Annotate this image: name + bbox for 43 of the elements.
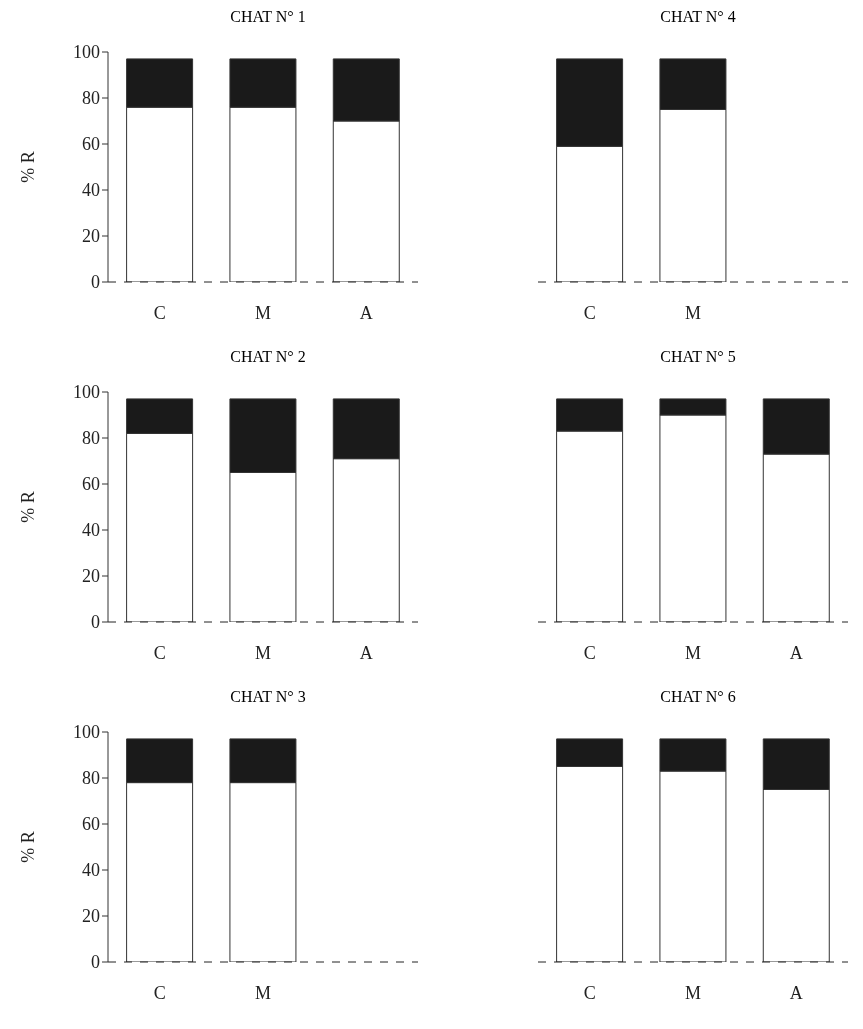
- y-tick-label: 60: [82, 814, 100, 835]
- y-tick-label: 20: [82, 566, 100, 587]
- x-tick-label: C: [583, 982, 596, 1003]
- chart-title: CHAT N° 4: [659, 8, 737, 27]
- x-tick-label: A: [789, 982, 803, 1003]
- x-tick-label: M: [684, 982, 702, 1003]
- x-tick-label: M: [254, 302, 272, 323]
- chart-title: CHAT N° 6: [659, 688, 737, 707]
- x-tick-label: M: [254, 642, 272, 663]
- y-tick-label: 40: [82, 860, 100, 881]
- x-tick-label: C: [583, 302, 596, 323]
- x-tick-label: C: [153, 642, 166, 663]
- x-tick-label: C: [583, 642, 596, 663]
- y-tick-label: 60: [82, 134, 100, 155]
- y-tick-label: 20: [82, 226, 100, 247]
- x-tick-label: A: [359, 642, 373, 663]
- x-tick-label: C: [153, 302, 166, 323]
- y-tick-label: 100: [73, 722, 100, 743]
- y-tick-label: 80: [82, 88, 100, 109]
- y-tick-label: 80: [82, 768, 100, 789]
- y-tick-label: 80: [82, 428, 100, 449]
- x-tick-label: A: [359, 302, 373, 323]
- y-tick-label: 100: [73, 42, 100, 63]
- y-tick-label: 0: [91, 952, 100, 973]
- chart-title: CHAT N° 3: [229, 688, 307, 707]
- y-axis-title: % R: [18, 491, 39, 523]
- y-tick-label: 20: [82, 906, 100, 927]
- y-axis-title: % R: [18, 151, 39, 183]
- y-axis-title: % R: [18, 831, 39, 863]
- x-tick-label: A: [789, 642, 803, 663]
- x-tick-label: M: [254, 982, 272, 1003]
- y-tick-label: 40: [82, 520, 100, 541]
- y-tick-label: 40: [82, 180, 100, 201]
- chart-title: CHAT N° 5: [659, 348, 737, 367]
- x-tick-label: C: [153, 982, 166, 1003]
- x-tick-label: M: [684, 302, 702, 323]
- chart-title: CHAT N° 2: [229, 348, 307, 367]
- x-tick-label: M: [684, 642, 702, 663]
- chart-title: CHAT N° 1: [229, 8, 307, 27]
- y-tick-label: 0: [91, 272, 100, 293]
- y-tick-label: 60: [82, 474, 100, 495]
- y-tick-label: 100: [73, 382, 100, 403]
- y-tick-label: 0: [91, 612, 100, 633]
